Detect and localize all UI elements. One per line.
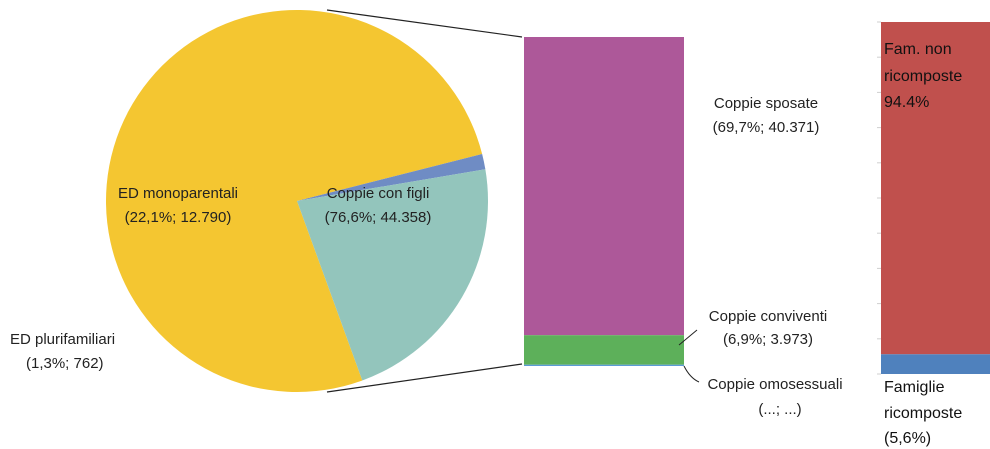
value-coppie-sposate: (69,7%; 40.371) — [713, 119, 820, 136]
label-fam-non-ricomposte-line2: ricomposte — [884, 68, 962, 85]
label-famiglie-ricomposte-line1: Famiglie — [884, 379, 945, 396]
value-ed-plurifamiliari: (1,3%; 762) — [26, 355, 104, 372]
leader-line-conviventi — [678, 329, 698, 346]
bar-segment-coppie-conviventi — [524, 335, 684, 365]
label-ed-monoparentali: ED monoparentali — [118, 185, 238, 202]
value-coppie-omosessuali: (...; ...) — [758, 401, 801, 418]
bar2-axis-ticks — [877, 21, 881, 375]
value-ed-monoparentali: (22,1%; 12.790) — [125, 209, 232, 226]
label-ed-plurifamiliari: ED plurifamiliari — [10, 331, 115, 348]
pie-slice-coppie-con-figli — [105, 10, 483, 393]
stacked-bar-ricomposte — [881, 22, 990, 374]
bar-segment-coppie-omosessuali — [524, 364, 684, 366]
label-fam-non-ricomposte-line3: 94.4% — [884, 94, 929, 111]
connector-line-bottom — [326, 363, 523, 393]
label-fam-non-ricomposte-line1: Fam. non — [884, 41, 952, 58]
connector-line-top — [326, 9, 523, 38]
label-coppie-omosessuali: Coppie omosessuali — [707, 376, 842, 393]
label-coppie-conviventi: Coppie conviventi — [709, 308, 827, 325]
label-coppie-con-figli: Coppie con figli — [327, 185, 430, 202]
bar-segment-famiglie-ricomposte — [881, 354, 990, 374]
value-coppie-con-figli: (76,6%; 44.358) — [325, 209, 432, 226]
bar-segment-coppie-sposate — [524, 37, 684, 336]
stacked-bar-coppie — [524, 37, 684, 366]
label-famiglie-ricomposte-line3: (5,6%) — [884, 430, 931, 447]
label-famiglie-ricomposte-line2: ricomposte — [884, 405, 962, 422]
pie-slice-ed-plurifamiliari — [297, 154, 486, 201]
value-coppie-conviventi: (6,9%; 3.973) — [723, 331, 813, 348]
bar-segment-fam-non-ricomposte — [881, 22, 990, 355]
leader-line-omosessuali — [683, 365, 700, 383]
pie-slice-ed-monoparentali — [297, 169, 489, 381]
pie-chart — [105, 10, 489, 393]
label-coppie-sposate: Coppie sposate — [714, 95, 818, 112]
